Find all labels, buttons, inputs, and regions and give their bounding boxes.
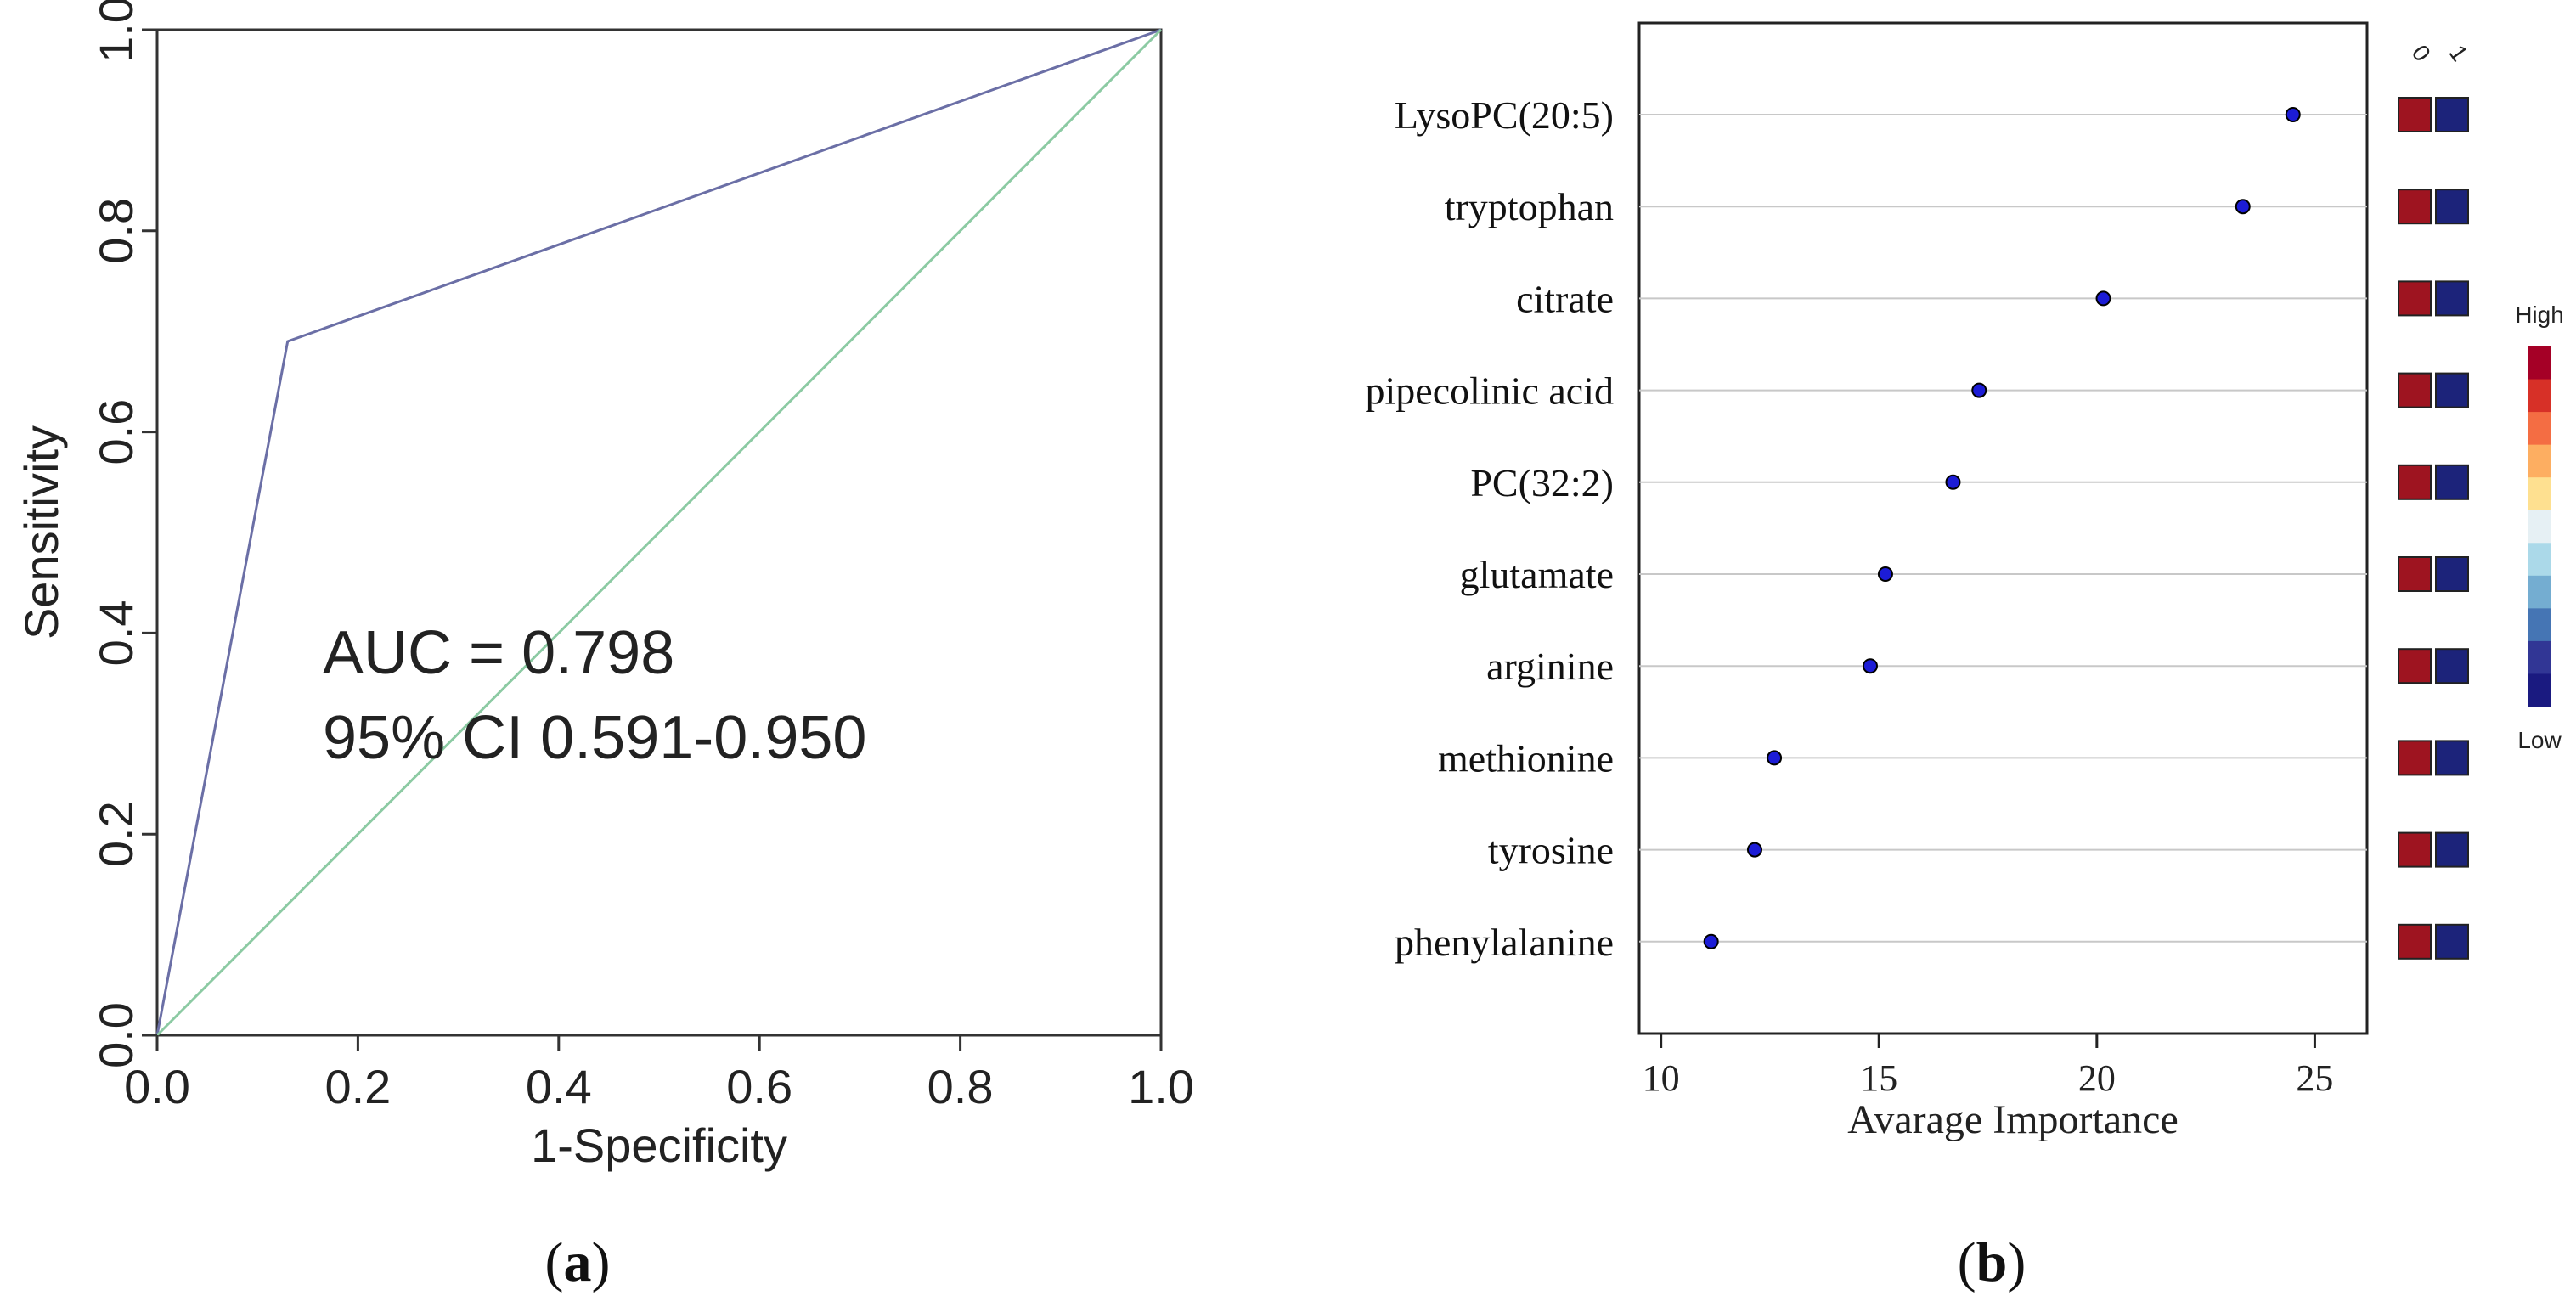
heat-legend-swatch (2528, 575, 2551, 609)
heatmap-cell (2398, 923, 2432, 960)
importance-x-tick-label: 10 (1643, 1057, 1680, 1099)
roc-x-tick-label: 0.8 (927, 1060, 994, 1113)
heat-legend-swatch (2528, 477, 2551, 511)
reference-diagonal-line (155, 28, 1163, 1037)
roc-y-axis-label: Sensitivity (14, 425, 68, 639)
importance-point (2095, 290, 2111, 307)
roc-y-tick-label: 1.0 (89, 0, 143, 63)
importance-category-label: citrate (1516, 277, 1614, 320)
importance-point (1945, 474, 1961, 490)
importance-category-label: pipecolinic acid (1366, 369, 1615, 413)
roc-x-axis-label: 1-Specificity (531, 1118, 787, 1172)
roc-y-tick-label: 0.2 (89, 801, 143, 867)
roc-x-tick-label: 0.6 (726, 1060, 792, 1113)
importance-x-tick-label: 20 (2078, 1057, 2116, 1099)
heat-legend-swatch (2528, 673, 2551, 707)
heat-legend-swatch (2528, 346, 2551, 380)
importance-point (1862, 658, 1878, 674)
roc-x-tick-label: 0.4 (526, 1060, 592, 1113)
heatmap-cell (2435, 464, 2469, 500)
roc-plot-frame (155, 28, 1163, 1037)
roc-annotation-ci: 95% CI 0.591-0.950 (323, 704, 866, 772)
heat-legend-swatch (2528, 608, 2551, 642)
heat-legend-high-label: High (2515, 301, 2564, 328)
heatmap-cell (2435, 189, 2469, 225)
importance-point (1746, 842, 1762, 858)
importance-panel: LysoPC(20:5) tryptophan citrate pipecolinic… (1366, 21, 2564, 1293)
importance-point (1971, 382, 1987, 398)
heat-legend-swatch (2528, 510, 2551, 544)
panel-label-a: (a) (545, 1231, 611, 1293)
importance-point (1767, 750, 1783, 766)
heatmap-cell (2398, 372, 2432, 408)
heat-legend-swatch (2528, 412, 2551, 446)
importance-point (1703, 933, 1719, 949)
heatmap-cell (2435, 97, 2469, 132)
roc-curve-line (155, 28, 1162, 1036)
importance-category-label: LysoPC(20:5) (1395, 93, 1614, 137)
heatmap-cell (2435, 923, 2469, 960)
heatmap-column-header: 1 (2444, 40, 2473, 66)
roc-y-ticks: 0.0 0.2 0.4 0.6 0.8 1.0 (89, 0, 157, 1068)
importance-plot-frame (1637, 21, 2369, 1035)
roc-y-tick-label: 0.8 (89, 198, 143, 264)
heatmap-cell (2435, 648, 2469, 684)
importance-x-axis-label: Avarage Importance (1847, 1097, 2179, 1142)
heatmap-column-header: 0 (2407, 40, 2436, 66)
heatmap-cell (2398, 189, 2432, 225)
importance-grid-lines (1639, 114, 2367, 943)
heatmap-cell (2398, 464, 2432, 500)
heat-legend: High Low (2515, 301, 2564, 753)
roc-y-tick-label: 0.0 (89, 1002, 143, 1068)
panel-label-b: (b) (1958, 1231, 2026, 1293)
heatmap-cell (2435, 831, 2469, 868)
heatmap-cell (2398, 97, 2432, 132)
heatmap-cell (2398, 740, 2432, 776)
heatmap-cell (2435, 372, 2469, 408)
roc-y-tick-label: 0.6 (89, 399, 143, 465)
importance-points (1703, 107, 2301, 949)
heat-legend-swatch (2528, 379, 2551, 413)
roc-panel: 0.0 0.2 0.4 0.6 0.8 1.0 0.0 0.2 0.4 0.6 0.8 1.0 AU… (14, 0, 1194, 1293)
importance-category-label: PC(32:2) (1470, 461, 1614, 504)
class-heatmap (2398, 97, 2469, 960)
importance-x-tick-label: 25 (2296, 1057, 2333, 1099)
roc-x-tick-label: 1.0 (1128, 1060, 1194, 1113)
importance-category-label: tyrosine (1488, 829, 1614, 872)
heatmap-cell (2398, 280, 2432, 317)
heat-legend-swatch (2528, 444, 2551, 478)
importance-point (2235, 199, 2251, 215)
roc-x-tick-label: 0.0 (124, 1060, 190, 1113)
importance-x-tick-label: 15 (1860, 1057, 1897, 1099)
importance-point (1877, 566, 1893, 582)
roc-y-tick-label: 0.4 (89, 600, 143, 666)
importance-category-labels: LysoPC(20:5) tryptophan citrate pipecolinic… (1366, 93, 1615, 964)
heatmap-cell (2435, 556, 2469, 592)
importance-x-ticks: 10 15 20 25 (1643, 1034, 2333, 1099)
heatmap-cell (2435, 740, 2469, 776)
importance-category-label: phenylalanine (1395, 921, 1614, 964)
heat-legend-swatch (2528, 640, 2551, 674)
importance-category-label: tryptophan (1445, 185, 1614, 228)
heat-legend-swatch (2528, 543, 2551, 577)
heatmap-cell (2398, 556, 2432, 592)
heat-legend-low-label: Low (2517, 727, 2562, 753)
heatmap-cell (2398, 831, 2432, 868)
roc-lines (155, 28, 1163, 1037)
importance-category-label: methionine (1438, 736, 1614, 780)
roc-x-ticks: 0.0 0.2 0.4 0.6 0.8 1.0 (124, 1035, 1194, 1113)
heatmap-cell (2435, 280, 2469, 317)
heatmap-cell (2398, 648, 2432, 684)
roc-x-tick-label: 0.2 (324, 1060, 391, 1113)
importance-point (2285, 107, 2301, 122)
heat-legend-colorbar (2528, 346, 2551, 707)
importance-category-label: glutamate (1460, 553, 1614, 596)
roc-annotation-auc: AUC = 0.798 (323, 619, 674, 687)
importance-category-label: arginine (1486, 645, 1614, 688)
